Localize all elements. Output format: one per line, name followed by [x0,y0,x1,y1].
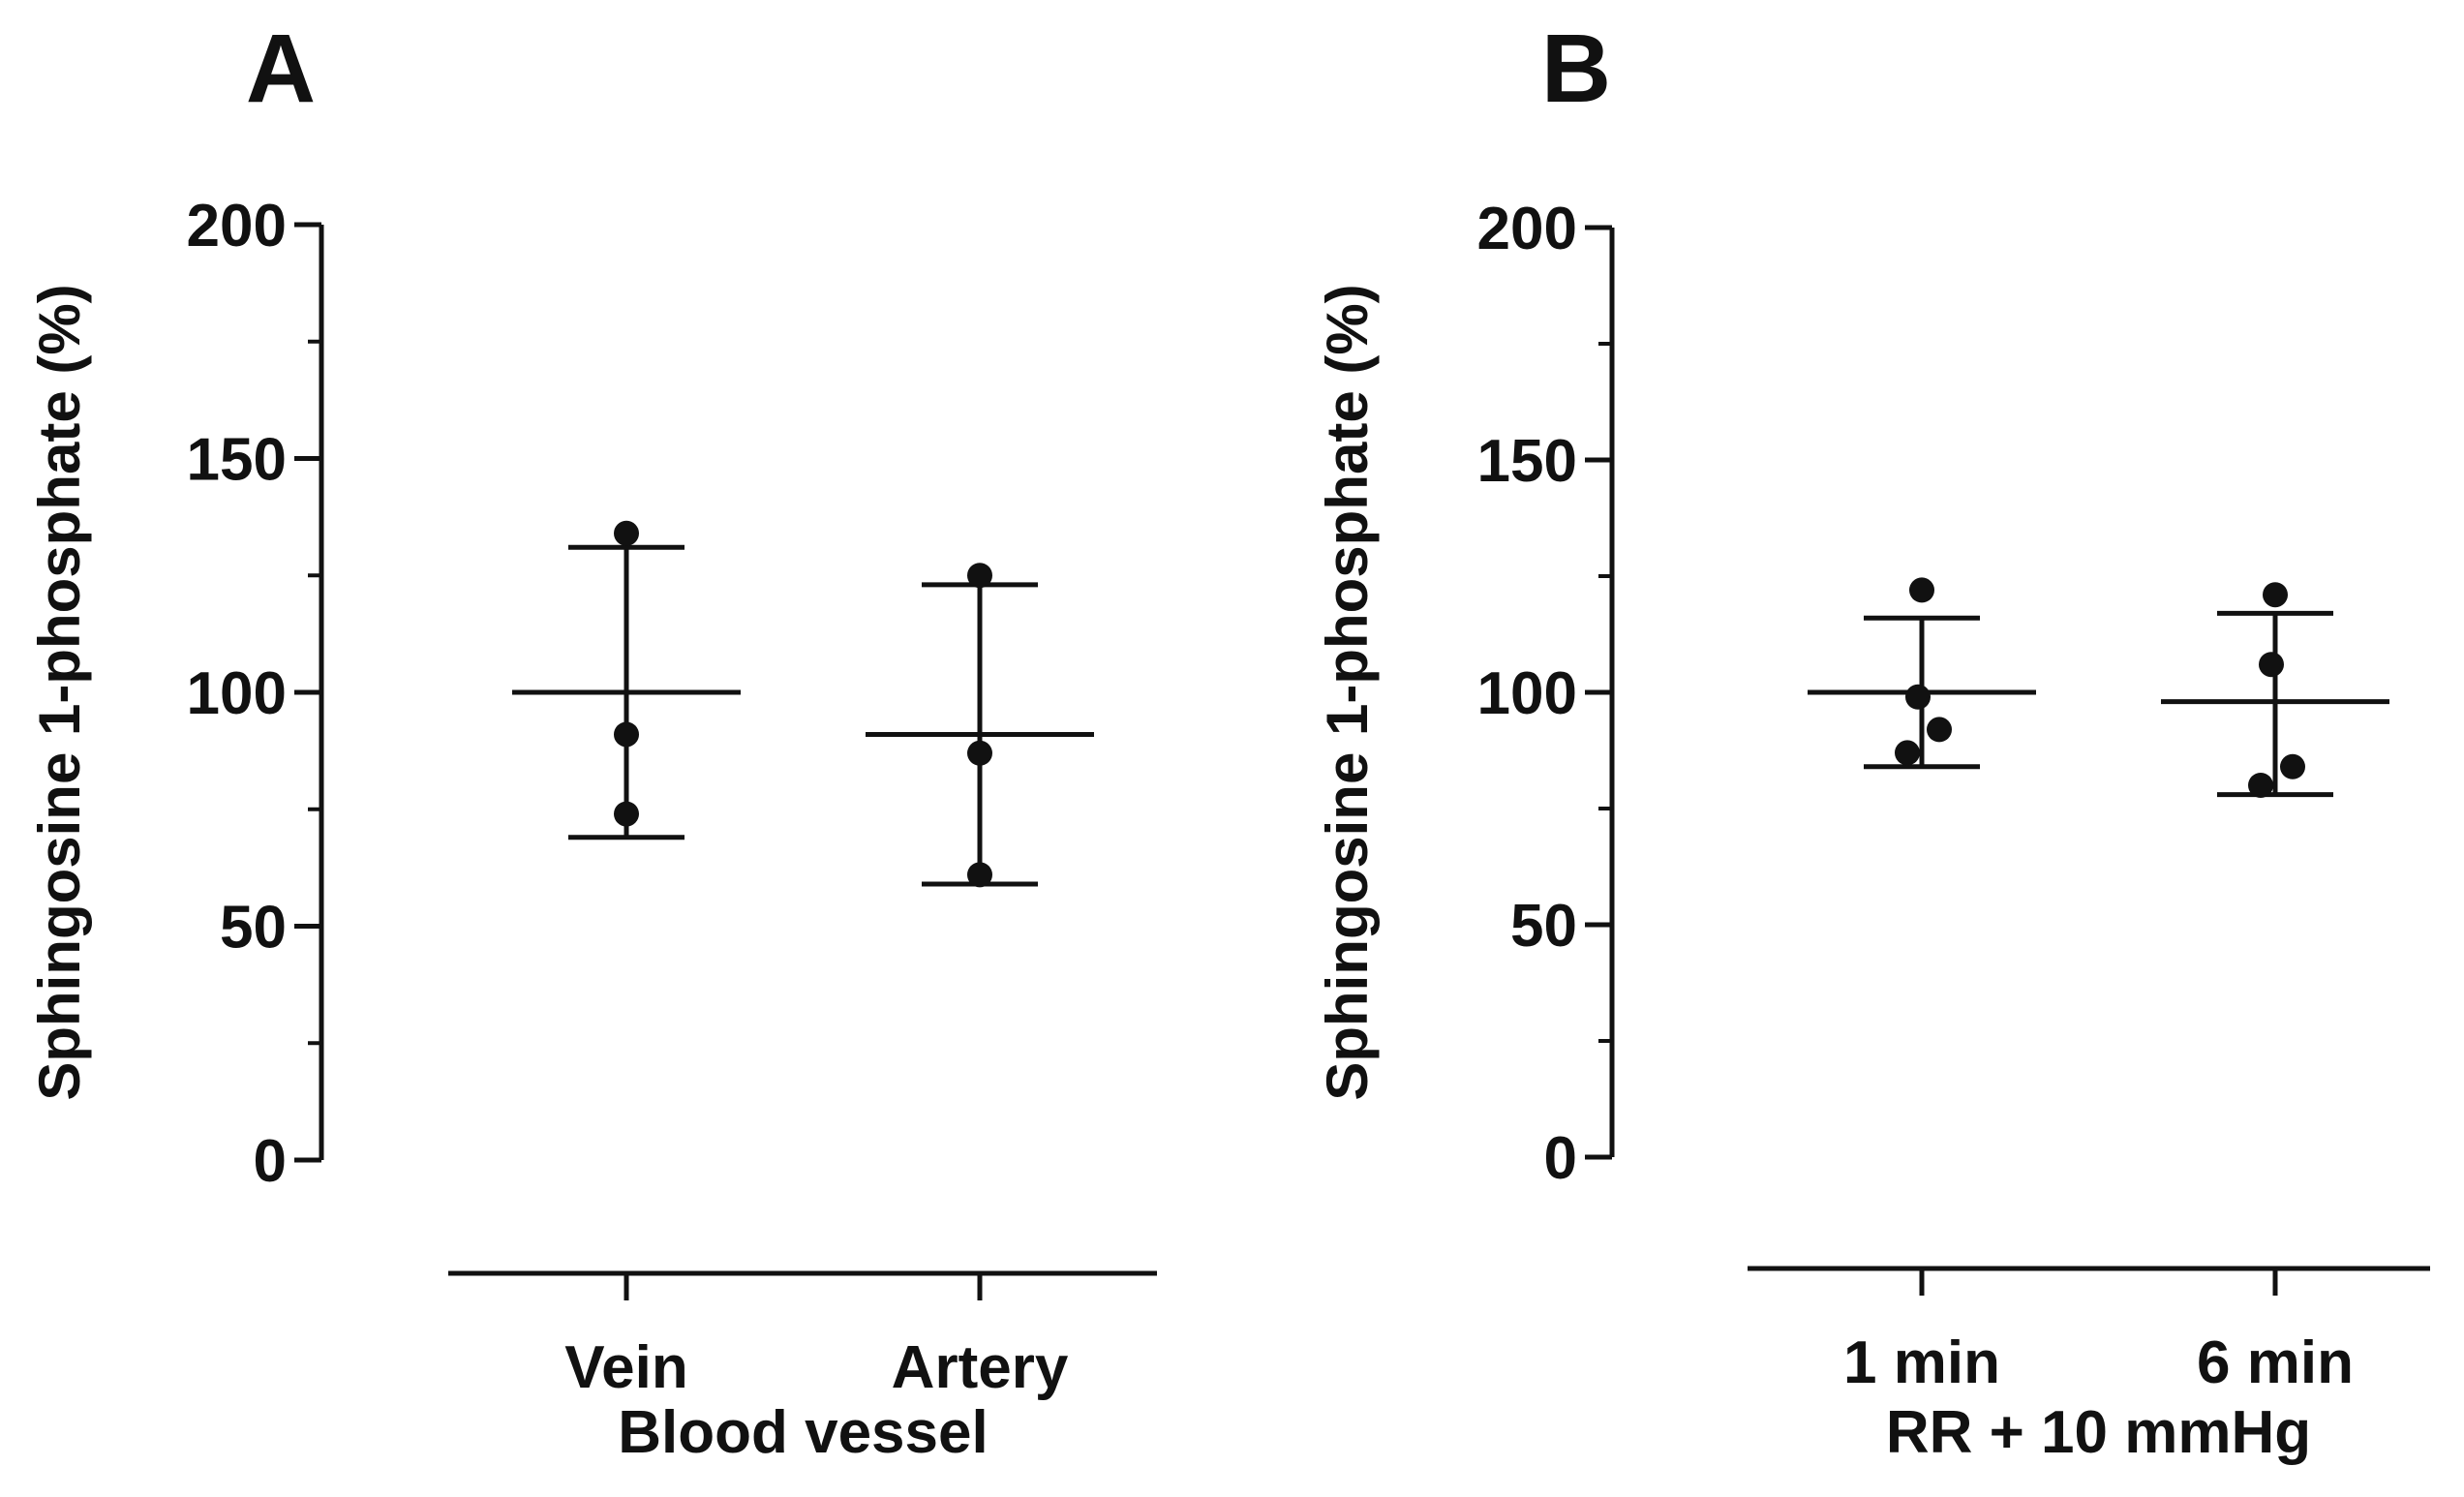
y-tick-label: 50 [1510,893,1577,960]
group-vein [512,520,741,840]
x-tick-label: 6 min [2197,1329,2354,1396]
data-point [1905,684,1931,710]
chart-panel-b: B 0 50 100 150 200 Sphingosine 1-phosphate (%)… [1315,15,2430,1466]
x-axis-label: RR + 10 mmHg [1886,1399,2311,1466]
group-1-min [1808,577,2036,770]
data-point [1927,717,1952,743]
data-point [967,563,992,589]
x-tick-label: Artery [892,1334,1069,1401]
panel-label: B [1541,15,1611,123]
data-point [614,520,639,546]
y-tick-label: 200 [1477,196,1577,262]
data-point [2280,753,2305,779]
y-axis-label: Sphingosine 1-phosphate (%) [27,284,92,1100]
chart-panel-a: A 0 50 100 150 200 Sphingosine 1-phosphate (%)… [27,15,1157,1466]
x-tick-label: Vein [564,1334,688,1401]
y-tick-label: 150 [1477,428,1577,495]
y-tick-label: 0 [1544,1125,1577,1192]
data-point [967,862,992,888]
data-point [2259,652,2284,678]
data-point [614,801,639,827]
y-axis-label: Sphingosine 1-phosphate (%) [1315,284,1380,1100]
group-6-min [2161,582,2389,798]
data-point [2248,773,2273,798]
y-tick-label: 150 [187,427,287,494]
y-tick-label: 50 [220,895,287,962]
data-point [967,740,992,766]
y-tick-label: 0 [254,1128,287,1195]
y-tick-label: 100 [1477,660,1577,727]
data-point [1895,740,1920,766]
group-artery [866,563,1094,888]
data-point [2263,582,2288,608]
y-tick-label: 100 [187,660,287,727]
x-axis-label: Blood vessel [618,1399,988,1466]
data-point [1909,577,1934,603]
x-tick-label: 1 min [1843,1329,2000,1396]
y-tick-label: 200 [187,193,287,260]
panel-label: A [246,15,316,123]
data-point [614,721,639,748]
